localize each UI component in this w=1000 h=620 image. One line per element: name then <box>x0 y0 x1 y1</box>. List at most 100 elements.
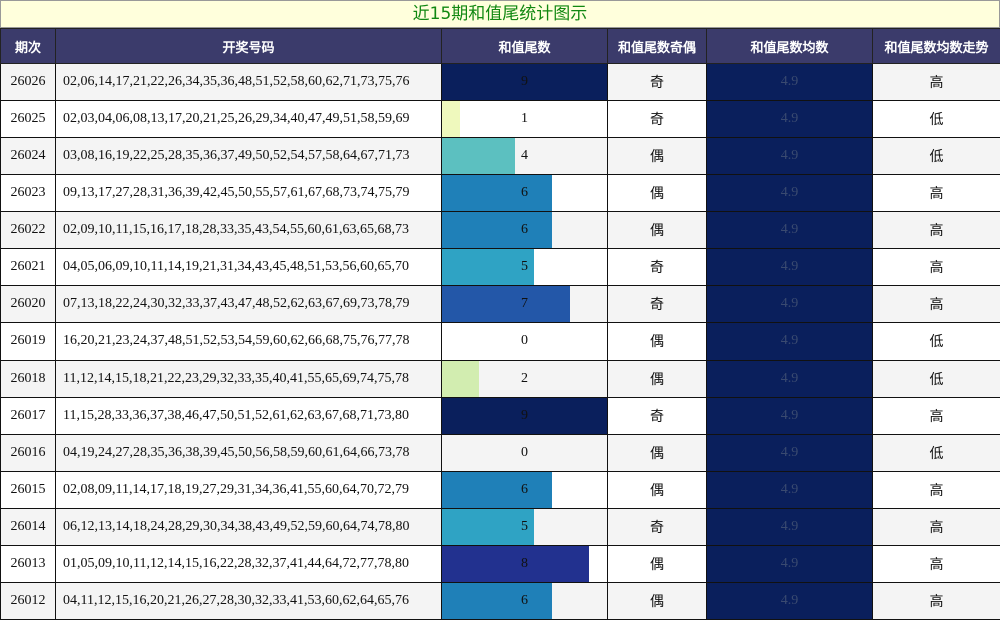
numbers-cell: 01,05,09,10,11,12,14,15,16,22,28,32,37,4… <box>56 545 442 582</box>
period-cell: 26025 <box>1 101 56 138</box>
tail-value: 6 <box>521 482 528 497</box>
tail-value: 8 <box>521 556 528 571</box>
period-cell: 26022 <box>1 212 56 249</box>
tail-bar <box>442 249 534 285</box>
trend-cell: 低 <box>873 323 1000 360</box>
avg-cell: 4.9 <box>707 545 873 582</box>
tail-bar <box>442 546 589 582</box>
tail-cell: 9 <box>442 64 608 101</box>
numbers-cell: 02,03,04,06,08,13,17,20,21,25,26,29,34,4… <box>56 101 442 138</box>
avg-cell: 4.9 <box>707 360 873 397</box>
header-tail: 和值尾数 <box>442 29 608 64</box>
tail-cell: 6 <box>442 175 608 212</box>
tail-value: 5 <box>521 259 528 274</box>
parity-cell: 奇 <box>608 64 707 101</box>
avg-cell: 4.9 <box>707 138 873 175</box>
trend-cell: 高 <box>873 471 1000 508</box>
parity-cell: 奇 <box>608 249 707 286</box>
trend-cell: 高 <box>873 545 1000 582</box>
parity-cell: 偶 <box>608 360 707 397</box>
trend-cell: 高 <box>873 249 1000 286</box>
tail-value: 5 <box>521 519 528 534</box>
tail-bar <box>442 212 552 248</box>
avg-cell: 4.9 <box>707 508 873 545</box>
tail-cell: 0 <box>442 323 608 360</box>
avg-cell: 4.9 <box>707 582 873 619</box>
numbers-cell: 06,12,13,14,18,24,28,29,30,34,38,43,49,5… <box>56 508 442 545</box>
tail-value: 6 <box>521 185 528 200</box>
trend-cell: 高 <box>873 175 1000 212</box>
period-cell: 26017 <box>1 397 56 434</box>
header-trend: 和值尾数均数走势 <box>873 29 1000 64</box>
avg-cell: 4.9 <box>707 286 873 323</box>
tail-value: 6 <box>521 222 528 237</box>
tail-value: 6 <box>521 593 528 608</box>
avg-cell: 4.9 <box>707 434 873 471</box>
tail-value: 9 <box>521 408 528 423</box>
period-cell: 26021 <box>1 249 56 286</box>
period-cell: 26019 <box>1 323 56 360</box>
period-cell: 26018 <box>1 360 56 397</box>
tail-cell: 6 <box>442 212 608 249</box>
header-avg: 和值尾数均数 <box>707 29 873 64</box>
period-cell: 26024 <box>1 138 56 175</box>
tail-value: 4 <box>521 148 528 163</box>
numbers-cell: 09,13,17,27,28,31,36,39,42,45,50,55,57,6… <box>56 175 442 212</box>
tail-cell: 4 <box>442 138 608 175</box>
header-period: 期次 <box>1 29 56 64</box>
period-cell: 26016 <box>1 434 56 471</box>
parity-cell: 偶 <box>608 175 707 212</box>
avg-cell: 4.9 <box>707 471 873 508</box>
tail-cell: 6 <box>442 582 608 619</box>
numbers-cell: 11,12,14,15,18,21,22,23,29,32,33,35,40,4… <box>56 360 442 397</box>
period-cell: 26014 <box>1 508 56 545</box>
table-title: 近15期和值尾统计图示 <box>0 0 1000 28</box>
period-cell: 26015 <box>1 471 56 508</box>
parity-cell: 偶 <box>608 434 707 471</box>
numbers-cell: 16,20,21,23,24,37,48,51,52,53,54,59,60,6… <box>56 323 442 360</box>
tail-cell: 2 <box>442 360 608 397</box>
tail-value: 1 <box>521 111 528 126</box>
tail-value: 7 <box>521 296 528 311</box>
tail-bar <box>442 583 552 619</box>
trend-cell: 高 <box>873 582 1000 619</box>
tail-cell: 1 <box>442 101 608 138</box>
avg-cell: 4.9 <box>707 212 873 249</box>
tail-bar <box>442 472 552 508</box>
avg-cell: 4.9 <box>707 101 873 138</box>
stats-table: 期次 开奖号码 和值尾数 和值尾数奇偶 和值尾数均数 和值尾数均数走势 2602… <box>0 28 1000 620</box>
trend-cell: 高 <box>873 64 1000 101</box>
period-cell: 26013 <box>1 545 56 582</box>
numbers-cell: 02,08,09,11,14,17,18,19,27,29,31,34,36,4… <box>56 471 442 508</box>
parity-cell: 偶 <box>608 471 707 508</box>
numbers-cell: 02,06,14,17,21,22,26,34,35,36,48,51,52,5… <box>56 64 442 101</box>
trend-cell: 高 <box>873 397 1000 434</box>
period-cell: 26020 <box>1 286 56 323</box>
numbers-cell: 04,19,24,27,28,35,36,38,39,45,50,56,58,5… <box>56 434 442 471</box>
tail-bar <box>442 138 515 174</box>
trend-cell: 高 <box>873 508 1000 545</box>
tail-cell: 0 <box>442 434 608 471</box>
numbers-cell: 04,05,06,09,10,11,14,19,21,31,34,43,45,4… <box>56 249 442 286</box>
parity-cell: 奇 <box>608 397 707 434</box>
parity-cell: 偶 <box>608 212 707 249</box>
tail-value: 0 <box>521 445 528 460</box>
numbers-cell: 02,09,10,11,15,16,17,18,28,33,35,43,54,5… <box>56 212 442 249</box>
avg-cell: 4.9 <box>707 323 873 360</box>
parity-cell: 偶 <box>608 545 707 582</box>
period-cell: 26023 <box>1 175 56 212</box>
trend-cell: 高 <box>873 212 1000 249</box>
